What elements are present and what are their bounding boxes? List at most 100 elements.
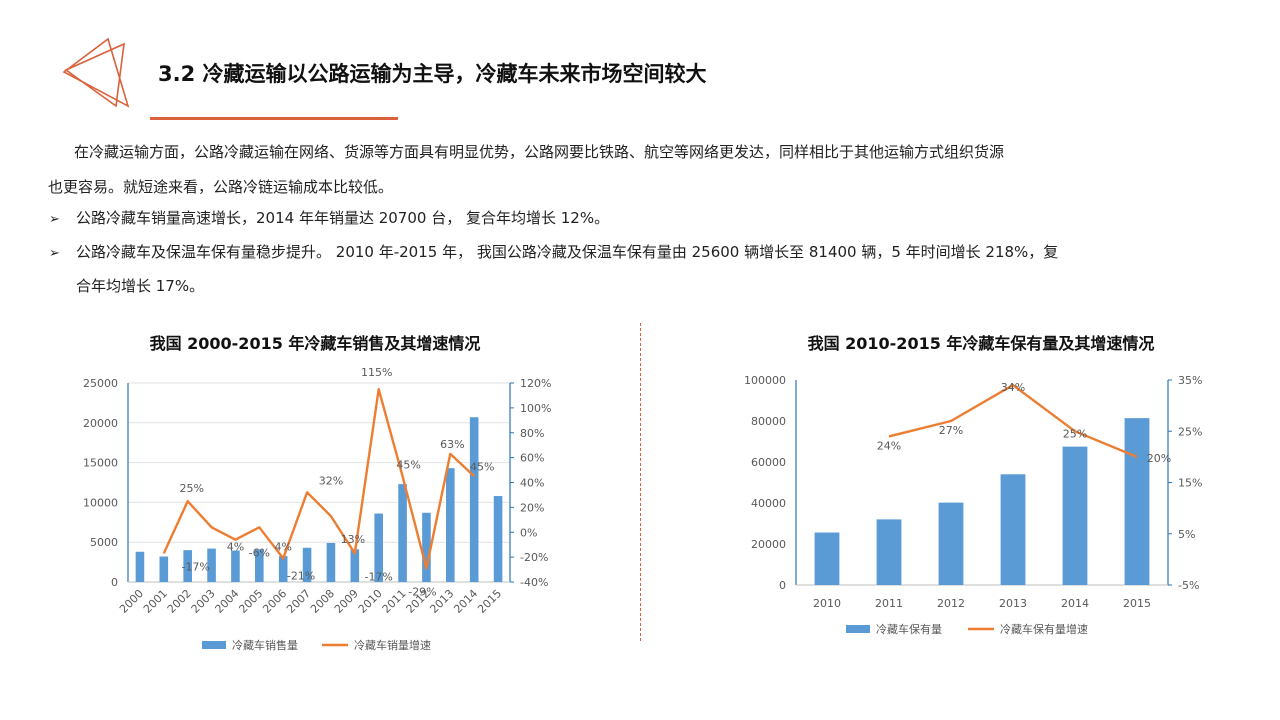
page-title: 3.2 冷藏运输以公路运输为主导，冷藏车未来市场空间较大	[158, 62, 707, 86]
data-label: -21%	[287, 569, 315, 582]
bar-2015	[493, 496, 503, 582]
bar-2002	[183, 550, 192, 582]
bar-2000	[135, 551, 145, 582]
legend-bar-swatch	[202, 641, 226, 649]
chart-sales: 0 5000 10000 15000 20000 25000 -40% -20% 0% 20% 40…	[83, 366, 551, 652]
data-label: -17%	[364, 570, 392, 583]
y-right-tick-label: 35%	[1178, 374, 1202, 387]
x-tick-label: 2005	[236, 587, 265, 616]
data-label: -17%	[181, 560, 209, 573]
y-left-tick-label: 0	[779, 579, 786, 592]
legend-label: 冷藏车保有量	[876, 622, 942, 636]
y-left-tick-label: 40000	[751, 497, 786, 510]
paragraph-line-2: 也更容易。就短途来看，公路冷链运输成本比较低。	[48, 178, 394, 196]
bar-2011	[398, 484, 407, 582]
x-tick-label: 2011	[380, 587, 409, 616]
data-label: 34%	[1001, 381, 1025, 394]
data-label: 32%	[319, 474, 343, 487]
y-left-tick-label: 60000	[751, 456, 786, 469]
bar-2011	[876, 519, 902, 585]
x-tick-label: 2013	[999, 597, 1027, 610]
bullet-2-text-line-1: 公路冷藏车及保温车保有量稳步提升。 2010 年-2015 年， 我国公路冷藏及…	[76, 243, 1059, 261]
bullet-arrow-icon: ➢	[49, 212, 60, 227]
data-label: 115%	[361, 366, 392, 379]
y-left-tick-label: 0	[111, 576, 118, 589]
legend-bar-swatch	[846, 625, 870, 633]
x-tick-label: 2001	[141, 587, 170, 616]
bar-2014	[1062, 446, 1088, 585]
x-tick-label: 2015	[475, 587, 504, 616]
data-label: 4%	[227, 540, 244, 553]
data-label: 24%	[877, 439, 901, 452]
bar-2010	[374, 513, 383, 582]
x-tick-label: 2012	[937, 597, 965, 610]
y-right-tick-label: 100%	[520, 402, 551, 415]
x-tick-label: 2014	[451, 587, 480, 616]
y-right-tick-label: 25%	[1178, 425, 1202, 438]
bar-2013	[1000, 474, 1026, 585]
data-label: 25%	[179, 482, 203, 495]
y-left-tick-label: 10000	[83, 496, 118, 509]
x-tick-label: 2002	[165, 587, 194, 616]
growth-line	[162, 388, 476, 570]
y-right-tick-label: 20%	[520, 501, 544, 514]
bar-2005	[255, 549, 264, 582]
chart-1-title: 我国 2000-2015 年冷藏车销售及其增速情况	[149, 334, 481, 353]
section-divider	[640, 323, 641, 641]
x-tick-label: 2003	[189, 587, 218, 616]
x-tick-label: 2015	[1123, 597, 1151, 610]
data-label: -6%	[249, 547, 270, 560]
data-label: 25%	[1063, 427, 1087, 440]
x-tick-label: 2000	[117, 587, 146, 616]
bar-2015	[1124, 418, 1150, 585]
x-tick-label: 2011	[875, 597, 903, 610]
data-label: 20%	[1147, 452, 1171, 465]
growth-line	[888, 383, 1138, 459]
y-right-tick-label: 0%	[520, 526, 537, 539]
data-label: -29%	[408, 585, 436, 598]
bar-2007	[302, 547, 312, 582]
y-right-tick-label: -20%	[520, 551, 548, 564]
x-tick-label: 2009	[332, 587, 361, 616]
y-left-tick-label: 5000	[90, 536, 118, 549]
y-left-tick-label: 15000	[83, 457, 118, 470]
data-label: 13%	[341, 533, 365, 546]
bar-2012	[938, 502, 964, 585]
legend-label: 冷藏车保有量增速	[1000, 622, 1088, 636]
legend-label: 冷藏车销量增速	[354, 638, 431, 652]
legend-label: 冷藏车销售量	[232, 638, 298, 652]
data-label: 4%	[274, 540, 291, 553]
bar-2006	[278, 556, 288, 582]
x-tick-label: 2014	[1061, 597, 1089, 610]
x-tick-label: 2006	[260, 587, 289, 616]
y-left-tick-label: 100000	[744, 374, 786, 387]
y-left-tick-label: 80000	[751, 415, 786, 428]
title-underline	[150, 117, 398, 120]
bullet-1-text: 公路冷藏车销量高速增长，2014 年年销量达 20700 台， 复合年均增长 1…	[76, 209, 610, 227]
bullet-2-text-line-2: 合年均增长 17%。	[76, 277, 205, 295]
bar-2008	[326, 542, 336, 582]
x-tick-label: 2010	[356, 587, 385, 616]
chart-2-title: 我国 2010-2015 年冷藏车保有量及其增速情况	[807, 334, 1155, 353]
bar-2013	[446, 468, 455, 582]
y-right-tick-label: 15%	[1178, 477, 1202, 490]
y-left-tick-label: 20000	[751, 538, 786, 551]
x-tick-label: 2007	[284, 587, 313, 616]
bar-2014	[469, 417, 479, 582]
paragraph-line-1: 在冷藏运输方面，公路冷藏运输在网络、货源等方面具有明显优势，公路网要比铁路、航空…	[74, 143, 1005, 161]
data-label: 63%	[440, 438, 464, 451]
x-tick-label: 2004	[213, 587, 242, 616]
bar-2010	[814, 532, 840, 585]
data-label: 45%	[470, 460, 494, 473]
x-tick-label: 2010	[813, 597, 841, 610]
logo-icon	[62, 37, 130, 108]
y-left-tick-label: 25000	[83, 377, 118, 390]
bar-2004	[231, 550, 240, 582]
bar-2001	[159, 556, 169, 582]
y-right-tick-label: -5%	[1178, 579, 1199, 592]
data-label: 27%	[939, 424, 963, 437]
bar-2003	[207, 548, 216, 582]
bar-2012	[422, 512, 431, 582]
bullet-arrow-icon: ➢	[49, 246, 60, 261]
y-right-tick-label: 40%	[520, 477, 544, 490]
